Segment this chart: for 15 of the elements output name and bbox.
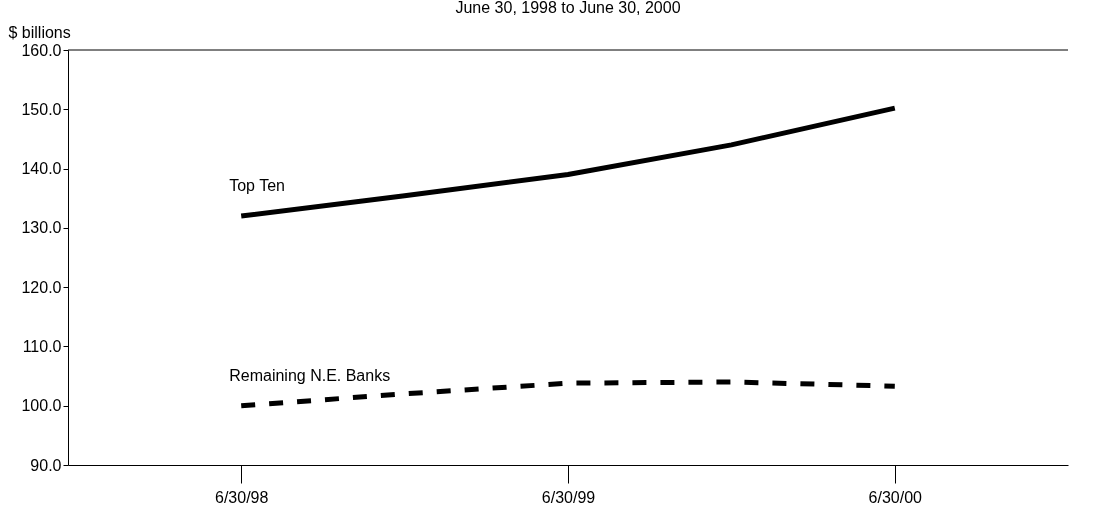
- series-label: Top Ten: [229, 177, 285, 194]
- x-tick-label: 6/30/98: [215, 488, 269, 506]
- y-tick-label: 120.0: [21, 278, 62, 296]
- y-tick-label: 100.0: [21, 397, 62, 415]
- x-tick-label: 6/30/99: [541, 488, 596, 506]
- y-tick-label: 160.0: [21, 41, 62, 59]
- y-tick-label: 90.0: [30, 456, 62, 474]
- series-label: Remaining N.E. Banks: [229, 366, 391, 384]
- y-axis-title: $ billions: [8, 23, 71, 41]
- x-tick-label: 6/30/00: [868, 488, 923, 506]
- y-tick-label: 110.0: [22, 337, 62, 355]
- chart-title: June 30, 1998 to June 30, 2000: [455, 0, 681, 16]
- y-tick-label: 150.0: [21, 100, 62, 118]
- y-tick-label: 130.0: [21, 219, 62, 237]
- y-tick-label: 140.0: [21, 160, 62, 178]
